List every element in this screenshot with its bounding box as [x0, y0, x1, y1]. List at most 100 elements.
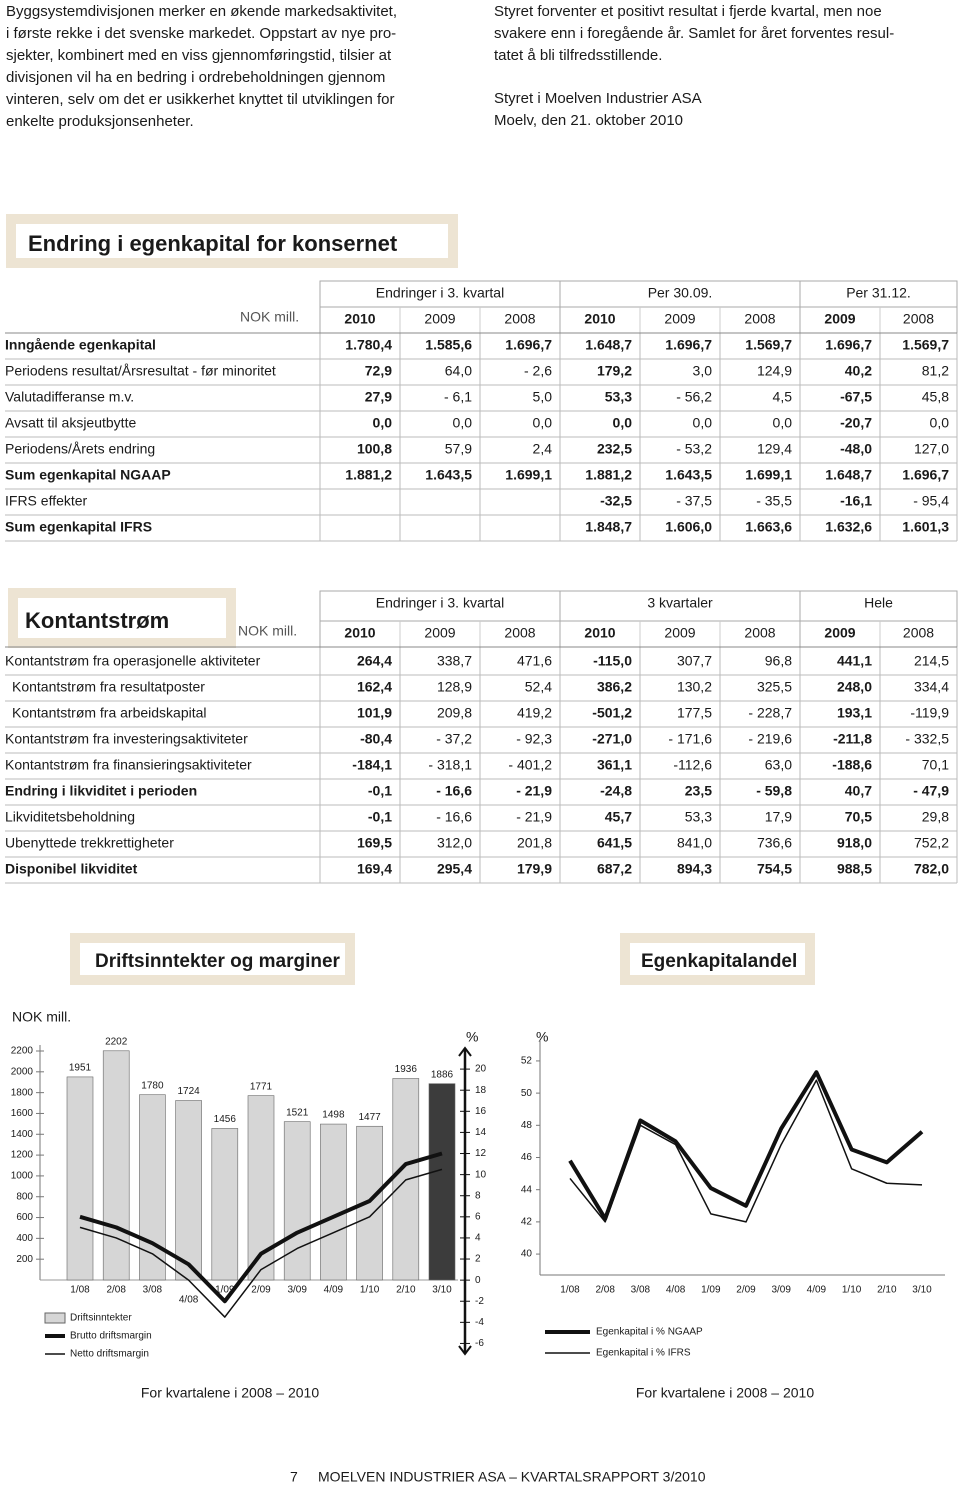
y-tick-label: 2000 [11, 1066, 34, 1077]
cell-value: - 95,4 [913, 493, 949, 509]
year-header: 2009 [424, 625, 455, 641]
paragraph-line: tatet å bli tilfredsstillende. [494, 47, 662, 64]
cell-value: 40,7 [845, 783, 872, 799]
bar-value-label: 1771 [250, 1081, 273, 1092]
year-header: 2009 [664, 311, 695, 327]
row-label: Inngående egenkapital [5, 337, 156, 353]
bar [66, 1076, 94, 1281]
cell-value: -271,0 [592, 731, 632, 747]
x-tick-label: 1/10 [842, 1285, 862, 1296]
year-header: 2008 [744, 625, 775, 641]
cell-value: 1.585,6 [425, 337, 472, 353]
row-label: Kontantstrøm fra operasjonelle aktivitet… [5, 653, 261, 669]
year-header: 2008 [903, 625, 934, 641]
cell-value: 63,0 [765, 757, 792, 773]
bar-value-label: 2202 [105, 1036, 128, 1047]
cell-value: 295,4 [437, 861, 472, 877]
y-tick-label: 1400 [11, 1129, 34, 1140]
chart-footnote: For kvartalene i 2008 – 2010 [636, 1385, 814, 1401]
bar [175, 1100, 202, 1281]
bar-value-label: 1886 [431, 1069, 454, 1080]
row-label: Avsatt til aksjeutbytte [5, 415, 136, 431]
group-header: Per 31.12. [846, 285, 911, 301]
cell-value: 1.643,5 [425, 467, 472, 483]
cell-value: 754,5 [757, 861, 792, 877]
x-tick-label: 2/10 [396, 1285, 416, 1296]
bar-value-label: 1780 [141, 1080, 164, 1091]
paragraph-line: vinteren, selv om det er usikkerhet knyt… [6, 91, 395, 108]
cell-value: - 16,6 [436, 809, 472, 825]
cell-value: 419,2 [517, 705, 552, 721]
y2-tick-label: 10 [475, 1169, 487, 1180]
cell-value: 2,4 [533, 441, 553, 457]
cell-value: 361,1 [597, 757, 632, 773]
legend-label: Brutto driftsmargin [70, 1331, 152, 1342]
paragraph-line: divisjonen vil ha en bedring i ordrebeho… [6, 69, 385, 86]
bar-value-label: 1456 [214, 1114, 237, 1125]
cell-value: 325,5 [757, 679, 792, 695]
paragraph-line: sjekter, kombinert med en viss gjennomfø… [6, 47, 392, 64]
y-tick-label: 200 [16, 1254, 33, 1265]
row-label: Endring i likviditet i perioden [5, 783, 197, 799]
x-tick-label: 2/08 [595, 1285, 615, 1296]
cell-value: 0,0 [930, 415, 950, 431]
legend-swatch [44, 1312, 66, 1324]
y-tick-label: 48 [521, 1120, 533, 1131]
cell-value: 169,4 [357, 861, 392, 877]
cell-value: 1.569,7 [745, 337, 792, 353]
line-series [79, 1151, 443, 1304]
cell-value: 1.606,0 [665, 519, 712, 535]
cell-value: - 401,2 [508, 757, 552, 773]
cell-value: 96,8 [765, 653, 792, 669]
cell-value: 1.881,2 [585, 467, 632, 483]
bar-value-label: 1724 [177, 1086, 200, 1097]
cell-value: 0,0 [693, 415, 713, 431]
y2-tick-label: 4 [475, 1233, 481, 1244]
cell-value: 201,8 [517, 835, 552, 851]
cell-value: - 37,5 [676, 493, 712, 509]
cell-value: - 171,6 [668, 731, 712, 747]
row-label: Kontantstrøm fra arbeidskapital [12, 705, 207, 721]
line-series [568, 1070, 924, 1221]
x-tick-label: 1/08 [70, 1285, 90, 1296]
group-header: Hele [864, 595, 893, 611]
cell-value: -16,1 [840, 493, 872, 509]
y2-tick-label: 6 [475, 1211, 481, 1222]
legend-label: Egenkapital i % IFRS [596, 1348, 691, 1359]
cell-value: - 219,6 [748, 731, 792, 747]
cell-value: -48,0 [840, 441, 872, 457]
cell-value: - 59,8 [756, 783, 792, 799]
cell-value: 193,1 [837, 705, 872, 721]
legend-label: Driftsinntekter [70, 1313, 132, 1324]
cell-value: - 47,9 [913, 783, 949, 799]
cell-value: 23,5 [685, 783, 712, 799]
group-header: 3 kvartaler [647, 595, 713, 611]
title-frame-inner [80, 943, 345, 975]
cell-value: 471,6 [517, 653, 552, 669]
cell-value: 988,5 [837, 861, 872, 877]
y-tick-label: 800 [16, 1191, 33, 1202]
row-label: Sum egenkapital IFRS [5, 519, 152, 535]
cell-value: 1.699,1 [745, 467, 792, 483]
cell-value: 81,2 [922, 363, 949, 379]
bar [211, 1128, 239, 1281]
year-header: 2008 [504, 625, 535, 641]
cell-value: 214,5 [914, 653, 949, 669]
year-header: 2008 [504, 311, 535, 327]
y-tick-label: 46 [521, 1152, 533, 1163]
y2-tick-label: 12 [475, 1148, 487, 1159]
line-series [569, 1079, 923, 1223]
cell-value: 1.848,7 [585, 519, 632, 535]
group-header: Endringer i 3. kvartal [376, 285, 504, 301]
y-tick-label: 40 [521, 1249, 533, 1260]
cell-value: 179,2 [597, 363, 632, 379]
row-label: Periodens/Årets endring [5, 441, 155, 457]
cell-value: 17,9 [765, 809, 792, 825]
cell-value: - 21,9 [516, 783, 552, 799]
cell-value: 0,0 [453, 415, 473, 431]
cell-value: 736,6 [757, 835, 792, 851]
x-tick-label: 3/09 [287, 1285, 307, 1296]
cell-value: 124,9 [757, 363, 792, 379]
cell-value: 128,9 [437, 679, 472, 695]
